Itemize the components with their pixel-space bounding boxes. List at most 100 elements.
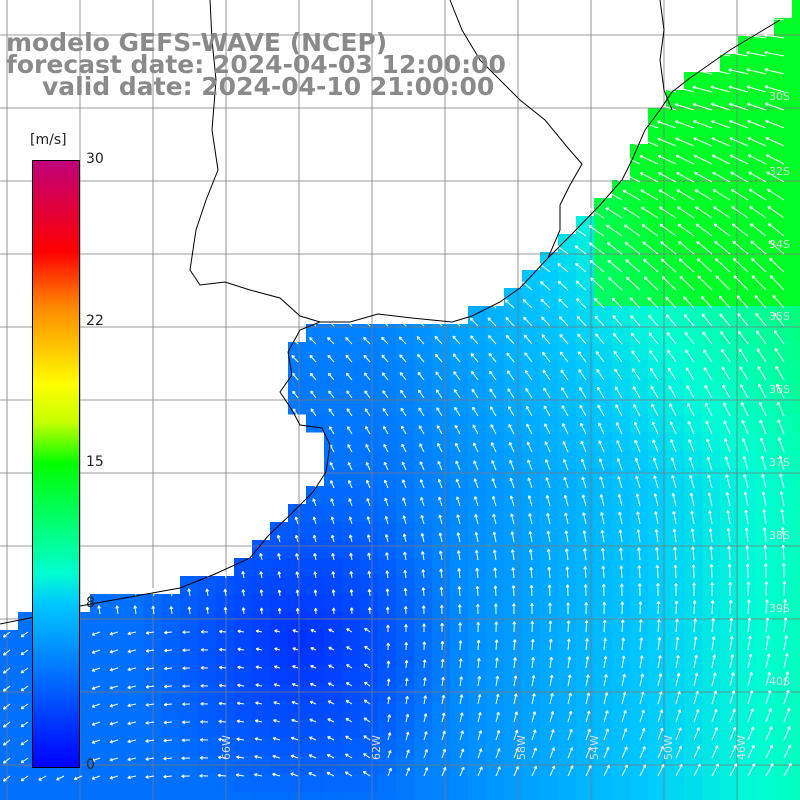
wind-arrow (774, 348, 785, 363)
wind-arrow-head (237, 683, 241, 686)
wind-arrow (327, 700, 335, 705)
wind-arrow-head (493, 549, 497, 553)
wind-speed-cell (648, 180, 667, 199)
wind-arrow-head (2, 634, 6, 638)
wind-arrow (513, 748, 519, 759)
wind-arrow-head (727, 527, 731, 531)
wind-speed-cell (540, 504, 559, 523)
wind-arrow-head (566, 566, 570, 570)
wind-arrow (635, 457, 641, 471)
wind-arrow (387, 732, 391, 741)
wind-arrow (495, 675, 499, 687)
wind-arrow-head (242, 589, 246, 593)
wind-arrow-head (2, 778, 6, 782)
wind-speed-cell (702, 126, 721, 145)
wind-arrow (127, 631, 137, 635)
wind-speed-cell (756, 162, 775, 181)
color-scale-bar (32, 160, 80, 768)
wind-arrow-head (561, 387, 565, 390)
wind-speed-cell (684, 630, 703, 649)
wind-arrow (310, 390, 317, 399)
wind-arrow (657, 673, 662, 687)
wind-arrow (452, 318, 461, 327)
wind-speed-cell (324, 540, 343, 559)
wind-speed-cell (162, 702, 181, 721)
wind-arrow-head (675, 103, 679, 105)
wind-speed-cell (612, 198, 631, 217)
wind-speed-cell (792, 432, 800, 451)
wind-speed-cell (666, 396, 685, 415)
wind-speed-cell (522, 738, 541, 757)
wind-speed-cell (360, 738, 379, 757)
wind-speed-cell (432, 738, 451, 757)
wind-speed-cell (504, 684, 523, 703)
wind-arrow (751, 258, 767, 273)
wind-speed-cell (738, 270, 757, 289)
wind-speed-cell (288, 738, 307, 757)
wind-arrow (672, 493, 677, 507)
wind-arrow-head (710, 85, 714, 88)
wind-speed-cell (648, 450, 667, 469)
wind-speed-cell (360, 684, 379, 703)
wind-speed-cell (720, 612, 739, 631)
wind-speed-cell (306, 414, 325, 433)
wind-speed-cell (270, 612, 289, 631)
latitude-label: 34S (769, 238, 790, 251)
wind-arrow-head (422, 551, 425, 555)
wind-arrow-head (200, 629, 204, 633)
wind-arrow (363, 735, 371, 741)
wind-speed-cell (666, 648, 685, 667)
wind-arrow-head (709, 510, 712, 514)
wind-arrow (416, 336, 425, 345)
wind-arrow-head (626, 276, 630, 279)
wind-speed-cell (342, 468, 361, 487)
wind-speed-cell (306, 342, 325, 361)
wind-speed-cell (90, 612, 109, 631)
wind-arrow (589, 260, 605, 273)
wind-arrow-head (728, 51, 732, 53)
wind-speed-cell (666, 360, 685, 379)
wind-speed-cell (486, 738, 505, 757)
wind-speed-cell (414, 666, 433, 685)
wind-arrow (576, 298, 587, 309)
wind-arrow (581, 476, 587, 489)
wind-arrow (642, 241, 659, 255)
wind-arrow-head (315, 607, 318, 611)
wind-arrow (727, 528, 731, 543)
wind-speed-cell (378, 612, 397, 631)
wind-arrow (314, 553, 317, 561)
wind-arrow (384, 497, 389, 507)
wind-arrow (764, 545, 767, 561)
wind-arrow-head (743, 456, 747, 459)
wind-arrow (513, 675, 517, 687)
wind-arrow-head (715, 258, 719, 260)
wind-speed-cell (558, 288, 577, 307)
legend-tick-label: 15 (86, 454, 104, 470)
wind-speed-cell (108, 720, 127, 739)
wind-arrow-head (586, 638, 589, 642)
wind-speed-cell (198, 792, 217, 800)
wind-arrow (345, 354, 353, 363)
wind-arrow (624, 224, 641, 237)
wind-speed-cell (432, 468, 451, 487)
wind-arrow (540, 281, 551, 291)
wind-speed-cell (342, 414, 361, 433)
wind-arrow (423, 767, 428, 777)
wind-arrow (20, 757, 29, 764)
wind-arrow-head (492, 478, 496, 481)
wind-speed-cell (306, 630, 325, 649)
wind-arrow-head (473, 442, 477, 446)
wind-speed-cell (756, 702, 775, 721)
wind-arrow-head (732, 654, 735, 658)
wind-arrow-head (755, 312, 759, 315)
wind-arrow-head (350, 589, 354, 593)
wind-arrow (127, 775, 137, 779)
wind-speed-cell (324, 486, 343, 505)
wind-arrow-head (514, 639, 517, 643)
wind-arrow (639, 655, 643, 669)
wind-arrow-head (784, 581, 787, 585)
wind-speed-cell (612, 486, 631, 505)
wind-speed-cell (738, 522, 757, 541)
wind-arrow (693, 600, 696, 615)
wind-speed-cell (432, 594, 451, 613)
